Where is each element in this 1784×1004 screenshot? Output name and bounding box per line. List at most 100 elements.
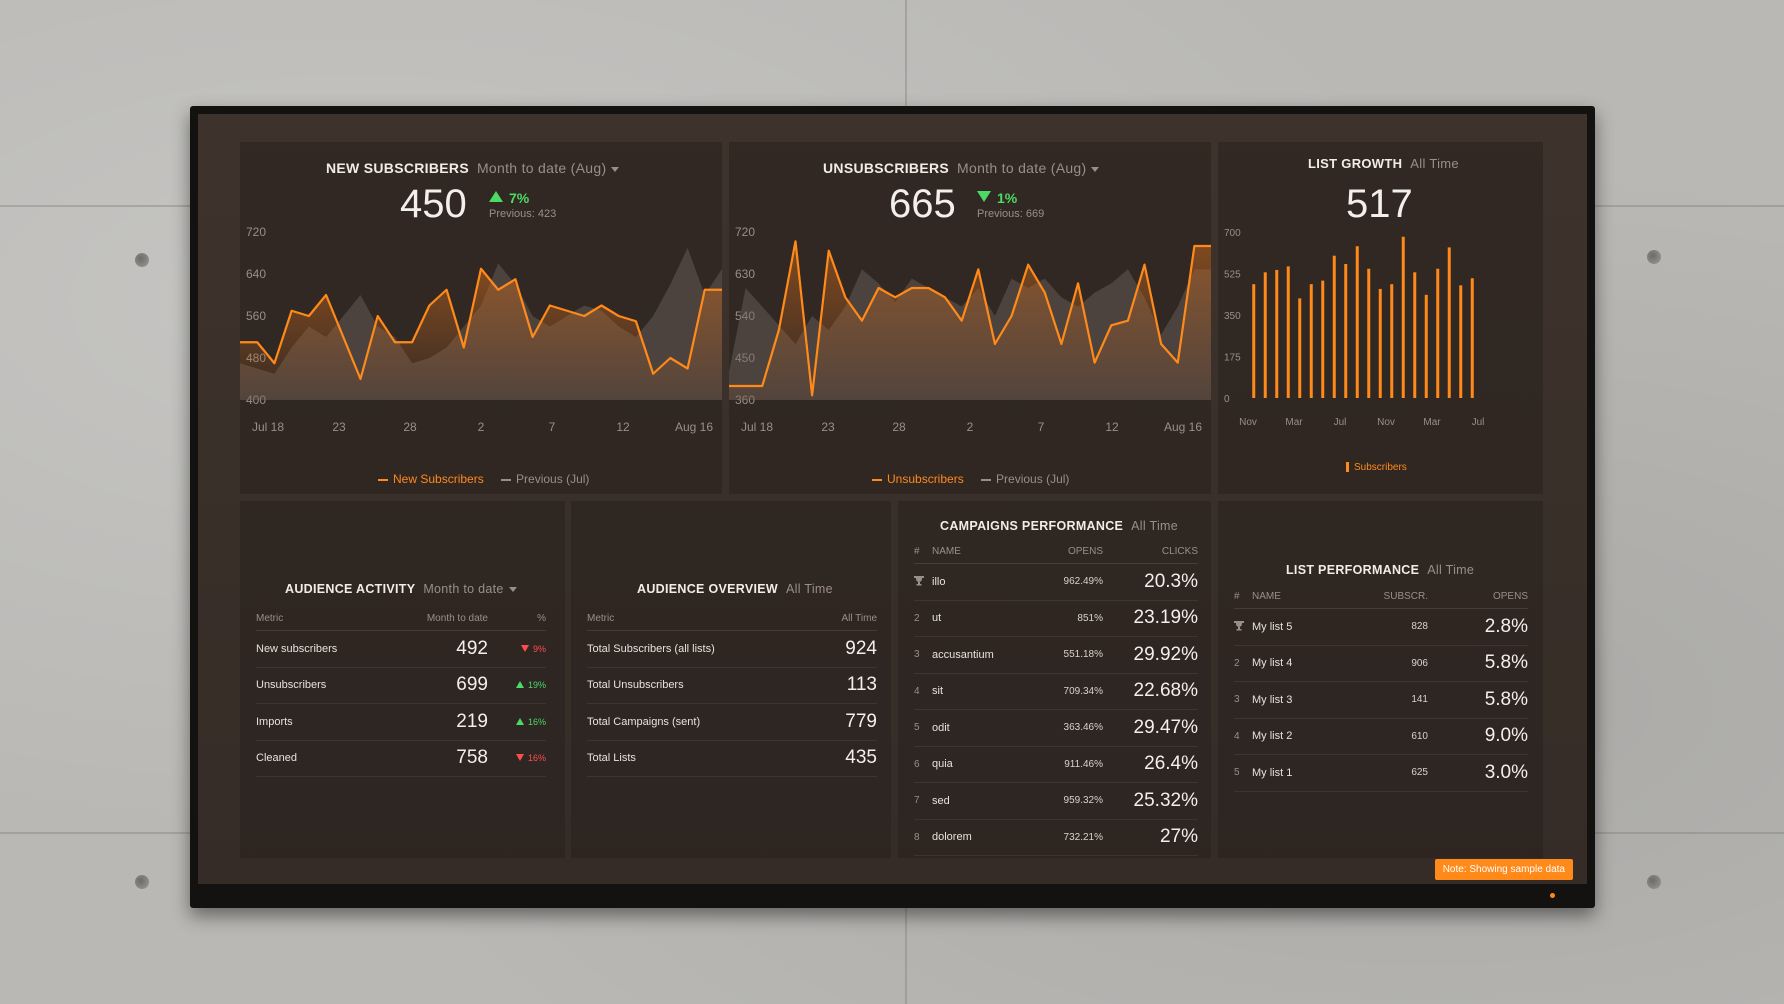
table-row[interactable]: Cleaned 758 16% xyxy=(256,740,546,777)
title-text: LIST GROWTH xyxy=(1308,156,1403,171)
campaigns-table: # NAME OPENS CLICKS illo 962.49% 20.3% 2 ut 8… xyxy=(914,546,1198,856)
metric-value: 779 xyxy=(813,703,877,741)
column-header: % xyxy=(488,613,546,631)
rank-number: 2 xyxy=(1234,645,1252,682)
kpi-change: 7% xyxy=(489,190,529,206)
widget-title: CAMPAIGNS PERFORMANCE All Time xyxy=(940,519,1178,533)
change-text: 7% xyxy=(509,190,530,206)
period-selector[interactable]: Month to date (Aug) xyxy=(957,160,1100,176)
campaign-opens: 962.49% xyxy=(1036,563,1103,601)
legend-current: New Subscribers xyxy=(393,472,484,486)
rank-number: 3 xyxy=(914,636,932,674)
campaign-opens: 709.34% xyxy=(1036,673,1103,710)
campaign-clicks: 25.32% xyxy=(1103,782,1198,820)
bar xyxy=(1286,266,1290,398)
table-row[interactable]: 7 sed 959.32% 25.32% xyxy=(914,782,1198,820)
period-label: All Time xyxy=(1131,519,1179,533)
x-tick-label: Aug 16 xyxy=(675,420,713,434)
rank-number: 5 xyxy=(1234,754,1252,792)
period-selector[interactable]: Month to date (Aug) xyxy=(476,160,620,176)
metric-value: 924 xyxy=(813,630,877,668)
widget-title: NEW SUBSCRIBERS Month to date (Aug) xyxy=(326,160,620,176)
table-row[interactable]: Total Subscribers (all lists) 924 xyxy=(587,630,877,668)
table-row[interactable]: My list 5 828 2.8% xyxy=(1234,608,1528,646)
y-tick-label: 175 xyxy=(1224,353,1241,364)
y-tick-label: 700 xyxy=(1224,228,1241,239)
current-series-line xyxy=(240,267,722,381)
widget-title: LIST GROWTH All Time xyxy=(1308,156,1459,171)
rank-number: 4 xyxy=(1234,718,1252,755)
list-name: My list 2 xyxy=(1252,718,1336,755)
arrow-up-icon xyxy=(515,717,524,725)
legend-swatch xyxy=(1346,462,1349,473)
list-subscribers: 828 xyxy=(1335,608,1428,646)
y-tick-label: 540 xyxy=(735,309,755,323)
trophy-icon xyxy=(1234,620,1244,631)
table-row[interactable]: illo 962.49% 20.3% xyxy=(914,563,1198,601)
widget-title: UNSUBSCRIBERS Month to date (Aug) xyxy=(823,160,1100,176)
table-row[interactable]: 5 odit 363.46% 29.47% xyxy=(914,709,1198,747)
table-row[interactable]: Total Lists 435 xyxy=(587,740,877,777)
table-row[interactable]: New subscribers 492 9% xyxy=(256,630,546,668)
audience-overview-widget: AUDIENCE OVERVIEW All Time Metric All Tim… xyxy=(571,501,891,858)
table-row[interactable]: 4 My list 2 610 9.0% xyxy=(1234,718,1528,755)
rank-number: 2 xyxy=(914,600,932,637)
x-tick-label: Jul xyxy=(1334,417,1347,428)
table-row[interactable]: 8 dolorem 732.21% 27% xyxy=(914,819,1198,856)
period-label: Month to date (Aug) xyxy=(476,160,607,176)
list-performance-table: # NAME SUBSCR. OPENS My list 5 828 2.8% 2 My… xyxy=(1234,591,1528,792)
x-tick-label: 23 xyxy=(821,420,835,434)
period-selector[interactable]: Month to date xyxy=(423,582,517,596)
rank-number: 8 xyxy=(914,819,932,856)
widget-title: LIST PERFORMANCE All Time xyxy=(1286,563,1474,577)
column-header: OPENS xyxy=(1428,591,1528,609)
list-opens: 5.8% xyxy=(1428,681,1528,719)
unsubscribers-widget: UNSUBSCRIBERS Month to date (Aug) 665 1% … xyxy=(729,142,1211,494)
bar xyxy=(1263,272,1267,398)
column-header: # xyxy=(1234,591,1252,609)
chevron-down-icon xyxy=(611,166,620,172)
bar xyxy=(1321,280,1325,398)
legend-swatch xyxy=(378,478,388,481)
rank-cell xyxy=(914,563,932,601)
x-tick-label: 12 xyxy=(616,420,630,434)
table-row[interactable]: Unsubscribers 699 19% xyxy=(256,667,546,704)
table-row[interactable]: 3 accusantium 551.18% 29.92% xyxy=(914,636,1198,674)
campaign-opens: 363.46% xyxy=(1036,709,1103,747)
change-text: 16% xyxy=(527,753,546,764)
table-row[interactable]: Total Campaigns (sent) 779 xyxy=(587,703,877,741)
wall-hole xyxy=(1647,250,1661,264)
bar xyxy=(1367,268,1371,398)
list-opens: 9.0% xyxy=(1428,718,1528,755)
current-series-area xyxy=(240,268,722,400)
table-row[interactable]: 2 My list 4 906 5.8% xyxy=(1234,645,1528,682)
list-subscribers: 906 xyxy=(1335,645,1428,682)
rank-number: 6 xyxy=(914,746,932,783)
metric-name: Cleaned xyxy=(256,740,398,777)
table-row[interactable]: Imports 219 16% xyxy=(256,703,546,741)
campaign-name: sed xyxy=(932,782,1037,820)
metric-change: 19% xyxy=(488,667,546,704)
widget-title: AUDIENCE ACTIVITY Month to date xyxy=(285,582,517,596)
rank-cell xyxy=(1234,608,1252,646)
table-row[interactable]: 3 My list 3 141 5.8% xyxy=(1234,681,1528,719)
y-tick-label: 0 xyxy=(1224,394,1230,405)
y-tick-label: 525 xyxy=(1224,270,1241,281)
column-header: Month to date xyxy=(398,613,488,631)
table-row[interactable]: 6 quia 911.46% 26.4% xyxy=(914,746,1198,783)
bar xyxy=(1378,288,1382,398)
campaign-opens: 851% xyxy=(1036,600,1103,637)
table-row[interactable]: 4 sit 709.34% 22.68% xyxy=(914,673,1198,710)
campaign-clicks: 23.19% xyxy=(1103,600,1198,637)
bar xyxy=(1401,236,1405,398)
table-row[interactable]: 2 ut 851% 23.19% xyxy=(914,600,1198,637)
column-header: CLICKS xyxy=(1103,546,1198,564)
previous-value: Previous: 669 xyxy=(977,208,1045,220)
campaign-name: odit xyxy=(932,709,1037,747)
legend-label: Subscribers xyxy=(1354,462,1407,473)
list-opens: 5.8% xyxy=(1428,645,1528,682)
table-row[interactable]: Total Unsubscribers 113 xyxy=(587,667,877,704)
table-row[interactable]: 5 My list 1 625 3.0% xyxy=(1234,754,1528,792)
